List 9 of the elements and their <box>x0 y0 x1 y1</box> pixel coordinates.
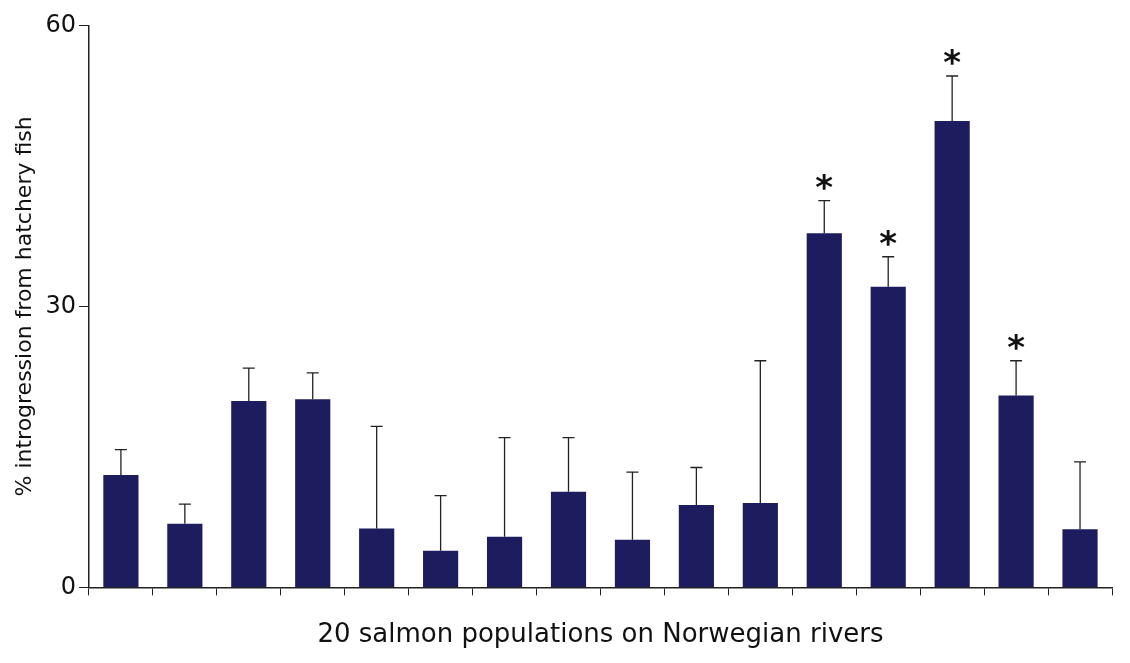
y-tick-label: 30 <box>45 290 76 319</box>
y-tick-label: 60 <box>45 9 76 38</box>
y-tick-label: 0 <box>60 571 76 600</box>
y-axis-title: % introgression from hatchery fish <box>10 116 36 497</box>
data-label: * <box>879 222 898 263</box>
data-label: * <box>943 41 962 82</box>
x-axis-title: 20 salmon populations on Norwegian rivers <box>317 618 884 649</box>
data-label: * <box>815 166 834 207</box>
data-label: * <box>1007 326 1026 367</box>
